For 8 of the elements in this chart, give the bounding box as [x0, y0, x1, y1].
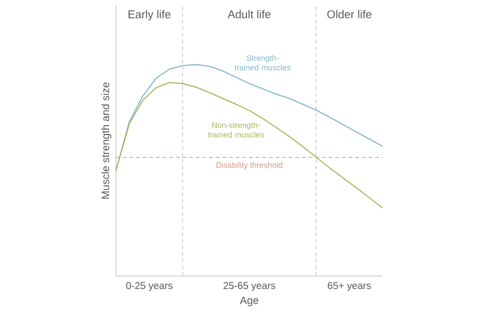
text: Early life	[128, 10, 170, 21]
text: 65+ years	[328, 282, 371, 292]
y-axis-title: Muscle strength and size	[101, 82, 112, 199]
text: 25-65 years	[224, 282, 276, 292]
x-axis-title: Age	[240, 296, 258, 306]
text: 0-25 years	[126, 282, 172, 292]
text: Older life	[327, 10, 372, 18]
text: Adult life	[228, 10, 270, 18]
